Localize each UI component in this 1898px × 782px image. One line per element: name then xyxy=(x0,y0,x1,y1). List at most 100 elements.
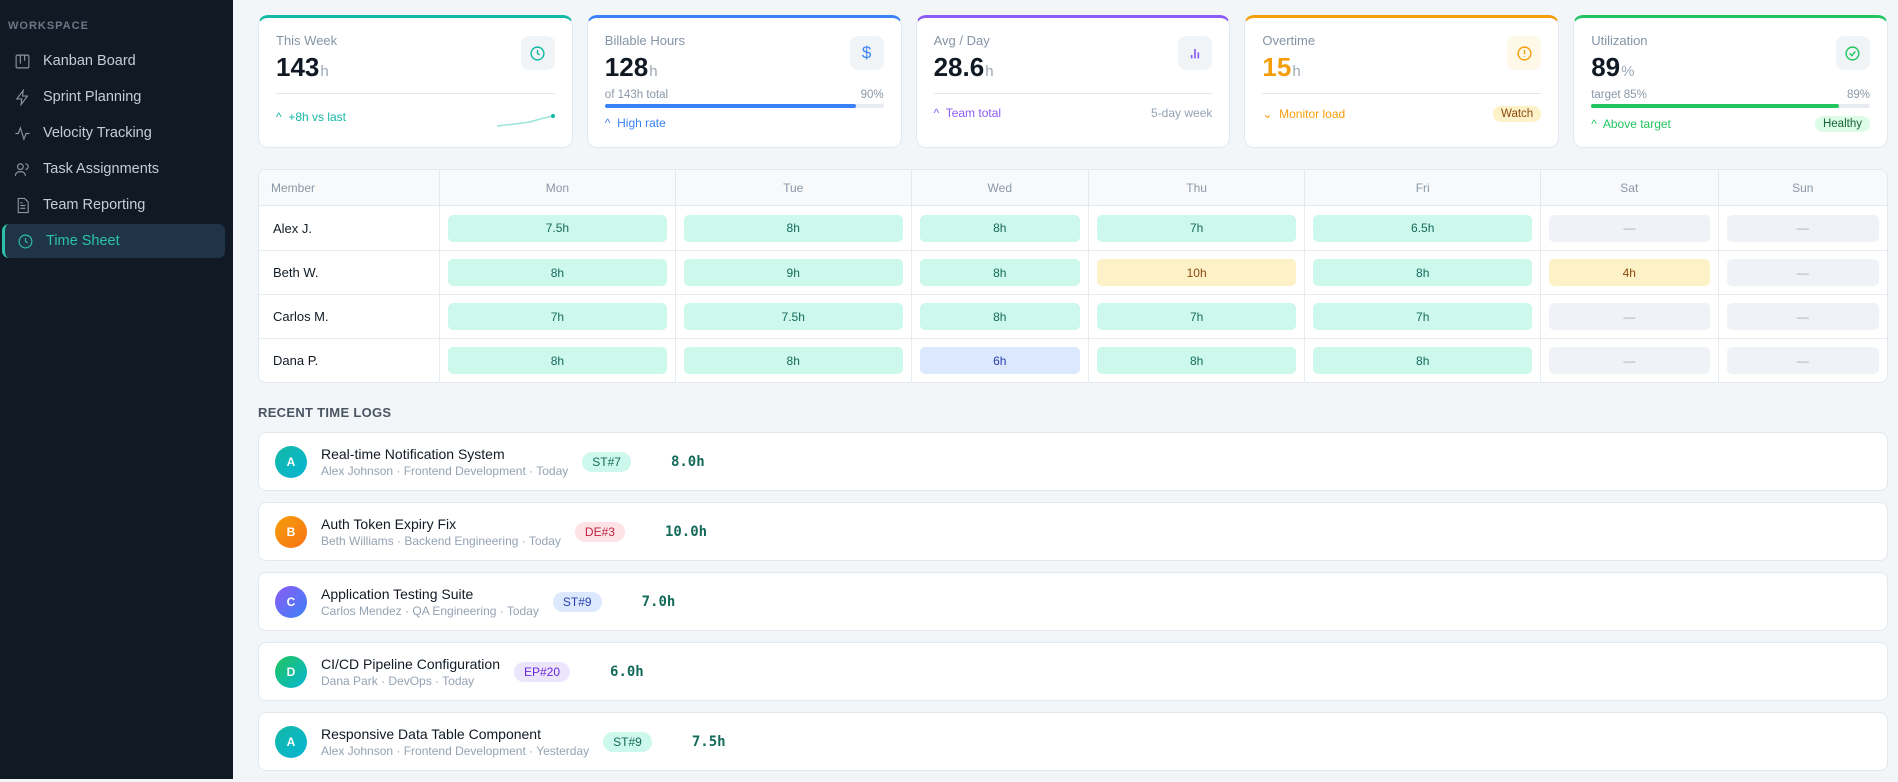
card-trend: Team total xyxy=(945,106,1002,120)
hours-cell[interactable]: — xyxy=(1726,303,1879,330)
sidebar-item-kanban-board[interactable]: Kanban Board xyxy=(2,44,225,78)
card-label: Overtime xyxy=(1262,33,1316,48)
log-hours: 10.0h xyxy=(664,523,708,540)
progress-label: target 85% xyxy=(1591,89,1647,101)
avatar: D xyxy=(275,655,307,688)
hours-cell[interactable]: 8h xyxy=(448,259,667,286)
hours-cell[interactable]: — xyxy=(1549,347,1710,374)
list-item[interactable]: A Responsive Data Table Component Alex Joh… xyxy=(258,712,1888,771)
card-value: 128 xyxy=(604,52,649,82)
progress-label: of 143h total xyxy=(604,89,669,101)
log-meta: Carlos Mendez · QA Engineering · Today xyxy=(321,603,539,618)
hours-cell[interactable]: 10h xyxy=(1096,259,1297,286)
stat-card-billable-hours: Billable Hours 128h $ of 143h total 90% ^… xyxy=(586,15,902,148)
hours-cell[interactable]: 8h xyxy=(1096,347,1297,374)
hours-cell[interactable]: 7h xyxy=(1096,303,1297,330)
sidebar-item-label: Time Sheet xyxy=(46,233,120,249)
log-title: CI/CD Pipeline Configuration xyxy=(321,655,500,672)
progress-percent: 89% xyxy=(1846,89,1870,101)
trend-arrow-icon: ^ xyxy=(1591,117,1597,131)
card-label: Billable Hours xyxy=(604,33,685,48)
column-header: Mon xyxy=(439,170,675,206)
member-name: Dana P. xyxy=(259,338,439,382)
card-label: Avg / Day xyxy=(933,33,990,48)
hours-cell[interactable]: 7.5h xyxy=(683,303,903,330)
sidebar-item-label: Task Assignments xyxy=(43,161,160,177)
list-item[interactable]: B Auth Token Expiry Fix Beth Williams · Ba… xyxy=(258,502,1888,561)
hours-cell[interactable]: — xyxy=(1726,347,1879,374)
member-name: Carlos M. xyxy=(259,294,439,338)
sidebar: WORKSPACE Kanban Board Sprint Planning Vel… xyxy=(0,0,233,779)
table-row: Dana P. 8h 8h 6h 8h 8h — — xyxy=(259,338,1887,382)
task-tag: ST#9 xyxy=(552,591,602,612)
bar-chart-icon xyxy=(1178,36,1213,70)
card-trend: +8h vs last xyxy=(288,110,347,124)
log-meta: Alex Johnson · Frontend Development · To… xyxy=(321,463,569,478)
log-title: Real-time Notification System xyxy=(321,445,505,462)
hours-cell[interactable]: 8h xyxy=(1313,259,1533,286)
hours-cell[interactable]: 8h xyxy=(919,214,1080,242)
hours-cell[interactable]: 8h xyxy=(448,347,667,374)
log-hours: 8.0h xyxy=(670,453,705,470)
member-name: Alex J. xyxy=(273,220,313,236)
main-content: This Week 143h ^ +8h vs last Billable Ho… xyxy=(258,15,1888,782)
card-unit: h xyxy=(320,63,329,80)
avatar: B xyxy=(275,515,307,548)
list-item[interactable]: D CI/CD Pipeline Configuration Dana Park ·… xyxy=(258,642,1888,701)
stat-card-utilization: Utilization 89% target 85% 89% ^ Above ta… xyxy=(1573,15,1888,148)
stat-card-overtime: Overtime 15h ⌄ Monitor load Watch xyxy=(1244,15,1560,148)
list-item[interactable]: A Real-time Notification System Alex Johns… xyxy=(258,432,1888,491)
sidebar-item-time-sheet[interactable]: Time Sheet xyxy=(2,224,225,258)
avatar: A xyxy=(275,445,307,478)
column-header: Sun xyxy=(1717,170,1887,206)
hours-cell[interactable]: 8h xyxy=(683,214,903,242)
activity-icon xyxy=(15,125,30,141)
sidebar-section-label: WORKSPACE xyxy=(8,20,89,32)
log-hours: 7.0h xyxy=(641,593,676,610)
sidebar-item-label: Velocity Tracking xyxy=(43,125,152,141)
sidebar-item-sprint-planning[interactable]: Sprint Planning xyxy=(2,80,225,114)
document-icon xyxy=(17,197,29,213)
hours-cell[interactable]: — xyxy=(1549,303,1710,330)
log-hours: 7.5h xyxy=(691,733,726,750)
table-row: Carlos M. 7h 7.5h 8h 7h 7h — — xyxy=(259,294,1887,338)
progress-bar xyxy=(1591,104,1870,108)
hours-cell[interactable]: 6.5h xyxy=(1313,214,1533,242)
hours-cell[interactable]: 7h xyxy=(1313,303,1533,330)
sidebar-item-task-assignments[interactable]: Task Assignments xyxy=(2,152,225,186)
trend-arrow-icon: ^ xyxy=(933,106,940,120)
hours-cell[interactable]: — xyxy=(1726,214,1879,242)
log-title: Application Testing Suite xyxy=(321,585,474,602)
sidebar-item-velocity-tracking[interactable]: Velocity Tracking xyxy=(2,116,225,150)
hours-cell[interactable]: 8h xyxy=(919,259,1080,286)
card-value: 28.6 xyxy=(933,52,985,82)
hours-cell[interactable]: 7.5h xyxy=(448,214,667,242)
table-row: Alex J. 7.5h 8h 8h 7h 6.5h — — xyxy=(259,206,1887,250)
timesheet-table: Member Mon Tue Wed Thu Fri Sat Sun Alex J. 7.5h 8h… xyxy=(258,169,1888,383)
hours-cell[interactable]: 6h xyxy=(919,347,1080,374)
hours-cell[interactable]: 9h xyxy=(683,259,903,286)
member-name: Beth W. xyxy=(259,250,439,294)
users-icon xyxy=(14,162,29,176)
hours-cell[interactable]: 7h xyxy=(448,303,667,330)
stat-card-this-week: This Week 143h ^ +8h vs last xyxy=(258,15,573,148)
hours-cell[interactable]: 8h xyxy=(683,347,903,374)
stat-cards: This Week 143h ^ +8h vs last Billable Ho… xyxy=(258,15,1888,148)
hours-cell[interactable]: 4h xyxy=(1549,259,1710,286)
sidebar-item-label: Sprint Planning xyxy=(43,89,142,105)
hours-cell[interactable]: 8h xyxy=(1313,347,1533,374)
clock-icon xyxy=(18,234,33,248)
hours-cell[interactable]: 7h xyxy=(1096,214,1297,242)
trend-arrow-icon: ^ xyxy=(604,116,611,130)
list-item[interactable]: C Application Testing Suite Carlos Mendez … xyxy=(258,572,1888,631)
status-badge: Healthy xyxy=(1814,116,1870,132)
card-unit: h xyxy=(985,63,994,80)
log-hours: 6.0h xyxy=(610,663,644,680)
alert-icon xyxy=(1507,36,1542,70)
sidebar-item-team-reporting[interactable]: Team Reporting xyxy=(2,188,225,222)
hours-cell[interactable]: — xyxy=(1549,214,1710,242)
hours-cell[interactable]: — xyxy=(1726,259,1879,286)
column-header: Fri xyxy=(1304,170,1541,206)
hours-cell[interactable]: 8h xyxy=(919,303,1080,330)
column-header: Wed xyxy=(910,170,1088,206)
